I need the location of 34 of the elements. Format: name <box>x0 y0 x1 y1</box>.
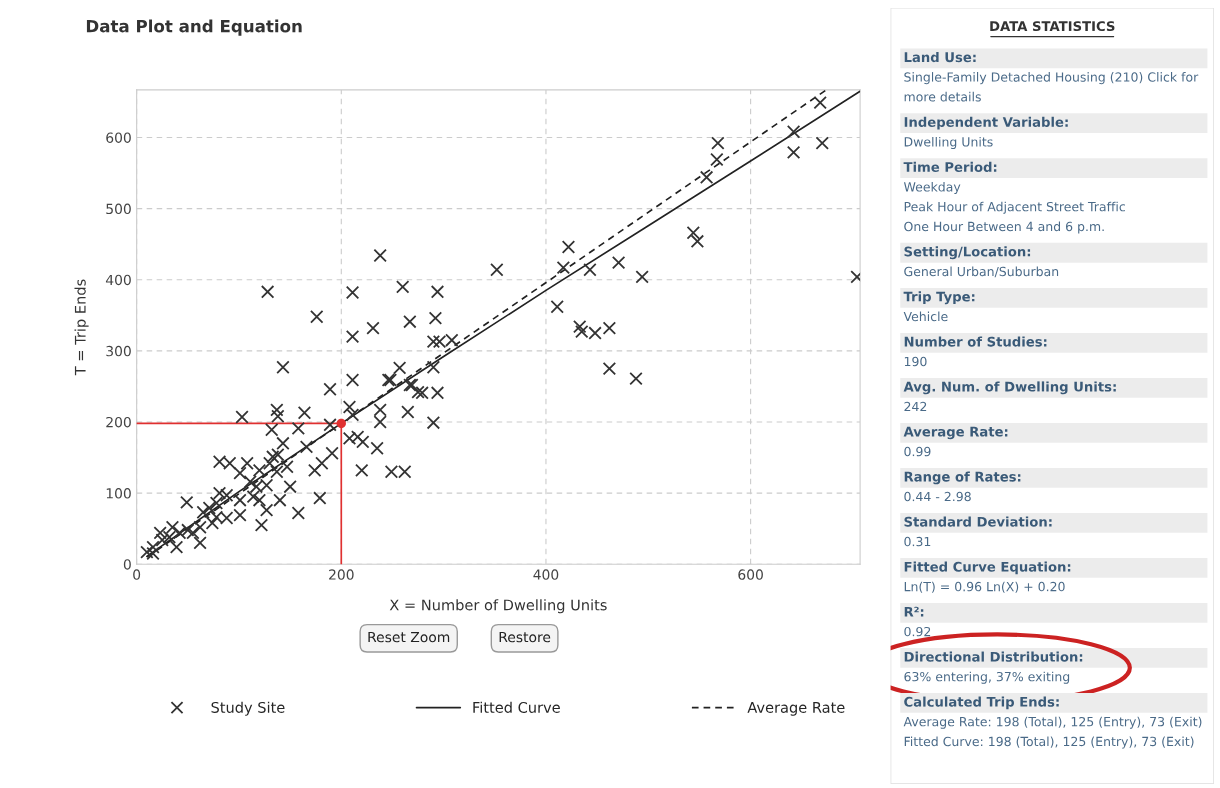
text: Reset Zoom <box>368 631 450 643</box>
x-tick-label: 600 <box>738 569 763 580</box>
text: Standard Deviation: 0.31 <box>904 516 1052 547</box>
text: DATA STATISTICS <box>990 21 1115 32</box>
y-tick-label: 0 <box>123 559 131 570</box>
text: Average Rate: 0.99 <box>903 426 1008 457</box>
legend-label: Study Site <box>211 701 285 716</box>
x-axis-title: X = Number of Dwelling Units <box>389 599 607 614</box>
text: Directional Distribution: 63% entering, 37% exiting <box>904 651 1083 684</box>
text: R²: 0.92 <box>904 606 931 637</box>
text: Avg. Num. of Dwelling Units: 242 <box>903 381 1116 412</box>
text: Restore <box>499 631 551 643</box>
legend-label: Average Rate <box>747 702 845 716</box>
legend-label: Fitted Curve <box>473 701 560 713</box>
text: Calculated Trip Ends: Average Rate: 198 (Total), 125 (Entry), 73 (Exit) Fitted Curve: 198 (Total), 125 (Entry), 73 (Exit) <box>903 696 1202 749</box>
x-tick-label: 200 <box>329 569 354 580</box>
text: Independent Variable: Dwelling Units <box>904 116 1068 149</box>
text: Setting/Location: General Urban/Suburban <box>904 246 1059 278</box>
y-tick-label: 400 <box>105 274 131 286</box>
text: Trip Type: Vehicle <box>903 291 975 322</box>
text: Fitted Curve Equation: Ln(T) = 0.96 Ln(X) + 0.20 <box>904 561 1071 593</box>
y-axis-title: T = Trip Ends <box>74 279 89 376</box>
chart-title: Data Plot and Equation <box>86 19 302 36</box>
y-tick-label: 600 <box>106 132 131 143</box>
text: Time Period: Weekday Peak Hour of Adjacent Street Traffic One Hour Between 4 and 6 p.m. <box>903 161 1125 234</box>
text: Number of Studies: 190 <box>904 336 1047 367</box>
y-tick-label: 500 <box>106 203 131 215</box>
y-tick-label: 300 <box>106 345 131 357</box>
x-tick-label: 0 <box>133 569 141 580</box>
y-tick-label: 100 <box>106 488 131 499</box>
y-tick-label: 200 <box>106 416 131 428</box>
text: Land Use: Single-Family Detached Housing (210) Click for more details <box>904 51 1199 102</box>
text: Range of Rates: 0.44 - 2.98 <box>904 471 1021 502</box>
x-tick-label: 400 <box>533 569 559 580</box>
